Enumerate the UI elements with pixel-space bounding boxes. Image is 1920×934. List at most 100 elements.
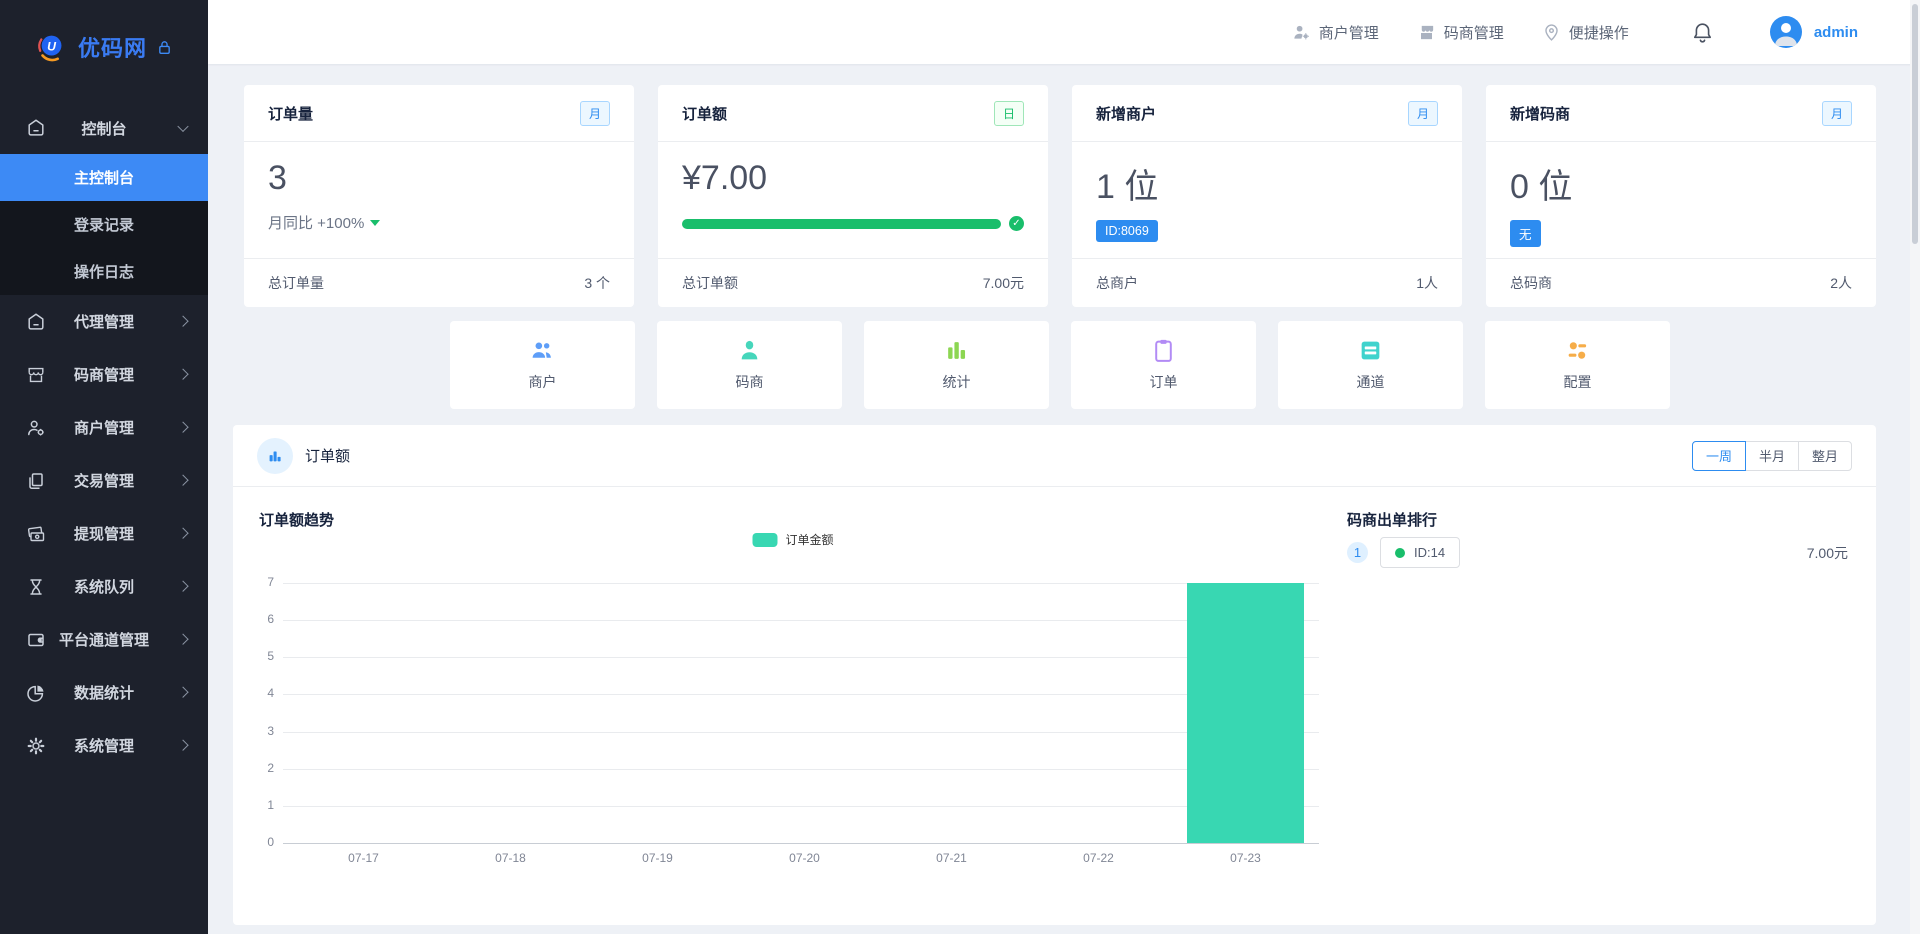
legend-label: 订单金额	[785, 533, 834, 547]
sidebar-item-agent-mgmt[interactable]: 代理管理	[0, 295, 208, 348]
header-link-merchant-mgmt[interactable]: 商户管理	[1292, 22, 1379, 43]
gridline	[283, 620, 1319, 622]
x-axis-tick: 07-18	[495, 851, 526, 865]
card-footer-label: 总商户	[1096, 275, 1138, 291]
y-axis-tick: 2	[267, 760, 274, 775]
username[interactable]: admin	[1813, 23, 1858, 41]
shortcut-label: 配置	[1563, 374, 1592, 390]
panel-chart-icon	[257, 437, 293, 474]
sidebar-item-label: 提现管理	[73, 526, 134, 543]
card-title: 订单额	[682, 105, 728, 123]
sidebar-item-main-console[interactable]: 主控制台	[0, 154, 208, 201]
sidebar-item-merchant-mgmt[interactable]: 商户管理	[0, 401, 208, 454]
header-link-codemerchant-mgmt[interactable]: 码商管理	[1417, 22, 1504, 43]
shortcut-channels[interactable]: 通道	[1278, 321, 1463, 409]
clipboard-icon	[1151, 338, 1176, 363]
check-circle-icon: ✓	[1009, 216, 1024, 231]
shortcut-merchant[interactable]: 商户	[450, 321, 635, 409]
sidebar-item-data-stats[interactable]: 数据统计	[0, 666, 208, 719]
logo: U 优码网	[0, 0, 208, 90]
card-title: 新增码商	[1510, 105, 1571, 123]
tab-half-month[interactable]: 半月	[1744, 440, 1799, 471]
sidebar-item-trade-mgmt[interactable]: 交易管理	[0, 454, 208, 507]
period-badge: 月	[1407, 100, 1438, 126]
sidebar-item-codemerchant-mgmt[interactable]: 码商管理	[0, 348, 208, 401]
bell-icon[interactable]	[1691, 21, 1714, 44]
sidebar-item-system-queue[interactable]: 系统队列	[0, 560, 208, 613]
progress: ✓	[682, 216, 1024, 231]
ranking-title: 码商出单排行	[1347, 512, 1438, 529]
wallet-icon	[26, 630, 46, 650]
card-value: 1 位	[1096, 168, 1159, 206]
hourglass-icon	[26, 577, 46, 597]
sidebar-item-login-records[interactable]: 登录记录	[73, 217, 134, 234]
avatar[interactable]	[1769, 16, 1802, 48]
shortcuts-row: 商户 码商 统计	[450, 321, 1670, 409]
period-badge: 日	[993, 100, 1024, 126]
x-axis-tick: 07-19	[642, 851, 673, 865]
documents-icon	[26, 471, 46, 491]
sidebar-item-withdraw-mgmt[interactable]: 提现管理	[0, 507, 208, 560]
stat-card-new-codemerchants: 新增码商 月 0 位 无 总码商 2人	[1486, 85, 1876, 307]
shortcut-statistics[interactable]: 统计	[864, 321, 1049, 409]
main-content: 订单量 月 3 月同比 +100% 总订单量 3 个 订单额 日 ¥7.00	[208, 64, 1920, 934]
ranking-id: ID:14	[1414, 545, 1446, 560]
card-footer-value: 7.00元	[982, 275, 1024, 291]
header-link-label: 商户管理	[1318, 24, 1379, 42]
shortcut-orders[interactable]: 订单	[1071, 321, 1256, 409]
y-axis-tick: 5	[267, 649, 274, 664]
none-badge: 无	[1510, 220, 1541, 247]
order-amount-panel: 订单额 一周 半月 整月 订单额趋势 订单金额 0 1 2 3 4 5 6 7 07-17 07-…	[233, 425, 1876, 925]
caret-down-icon	[370, 219, 381, 226]
y-axis-tick: 6	[267, 612, 274, 627]
tab-one-week[interactable]: 一周	[1691, 440, 1746, 471]
header-link-quick-actions[interactable]: 便捷操作	[1542, 22, 1629, 43]
card-title: 新增商户	[1096, 105, 1157, 123]
sidebar-item-label: 控制台	[81, 120, 127, 138]
shortcut-label: 商户	[528, 374, 557, 390]
user-gear-icon	[1292, 23, 1311, 42]
card-value: 0 位	[1510, 168, 1573, 206]
id-badge: ID:8069	[1096, 220, 1158, 242]
home-icon	[26, 312, 46, 332]
header-link-label: 便捷操作	[1568, 24, 1629, 42]
status-dot-icon	[1395, 547, 1405, 558]
sidebar-item-system-mgmt[interactable]: 系统管理	[0, 719, 208, 772]
progress-bar	[682, 218, 1001, 229]
scrollbar-thumb[interactable]	[1912, 4, 1918, 244]
gear-icon	[26, 736, 46, 756]
tab-full-month[interactable]: 整月	[1797, 440, 1852, 471]
gridline	[283, 694, 1319, 696]
sidebar-item-label: 代理管理	[73, 314, 134, 331]
scrollbar[interactable]	[1910, 0, 1920, 934]
users-icon	[529, 338, 556, 363]
sidebar-item-console[interactable]: 控制台	[0, 102, 208, 154]
ranking-row[interactable]: 1 ID:14 7.00元	[1347, 537, 1848, 568]
sidebar-item-label: 码商管理	[73, 367, 134, 384]
period-tabs: 一周 半月 整月	[1691, 440, 1852, 471]
sidebar-item-operation-logs[interactable]: 操作日志	[73, 264, 134, 281]
rank-badge: 1	[1347, 542, 1368, 563]
y-axis-tick: 3	[267, 723, 274, 738]
panel-title: 订单额	[305, 448, 351, 465]
shortcut-label: 码商	[735, 374, 764, 390]
gridline	[283, 805, 1319, 807]
card-footer-value: 1人	[1416, 275, 1438, 291]
svg-text:U: U	[47, 39, 57, 53]
user-gear-icon	[26, 418, 46, 438]
card-title: 订单量	[268, 105, 314, 123]
legend-swatch	[752, 532, 778, 547]
x-axis-tick: 07-22	[1083, 851, 1114, 865]
gridline	[283, 731, 1319, 733]
lock-icon[interactable]	[156, 39, 173, 56]
shortcut-codemerchant[interactable]: 码商	[657, 321, 842, 409]
ranking-value: 7.00元	[1806, 544, 1848, 561]
sidebar-submenu: 主控制台 登录记录 操作日志	[0, 154, 208, 295]
x-axis-tick: 07-23	[1230, 851, 1261, 865]
store-icon	[1417, 23, 1436, 42]
shortcut-label: 订单	[1149, 374, 1178, 390]
sidebar-item-platform-channel-mgmt[interactable]: 平台通道管理	[0, 613, 208, 666]
header-link-label: 码商管理	[1443, 24, 1504, 42]
pie-chart-icon	[26, 683, 46, 703]
shortcut-config[interactable]: 配置	[1485, 321, 1670, 409]
